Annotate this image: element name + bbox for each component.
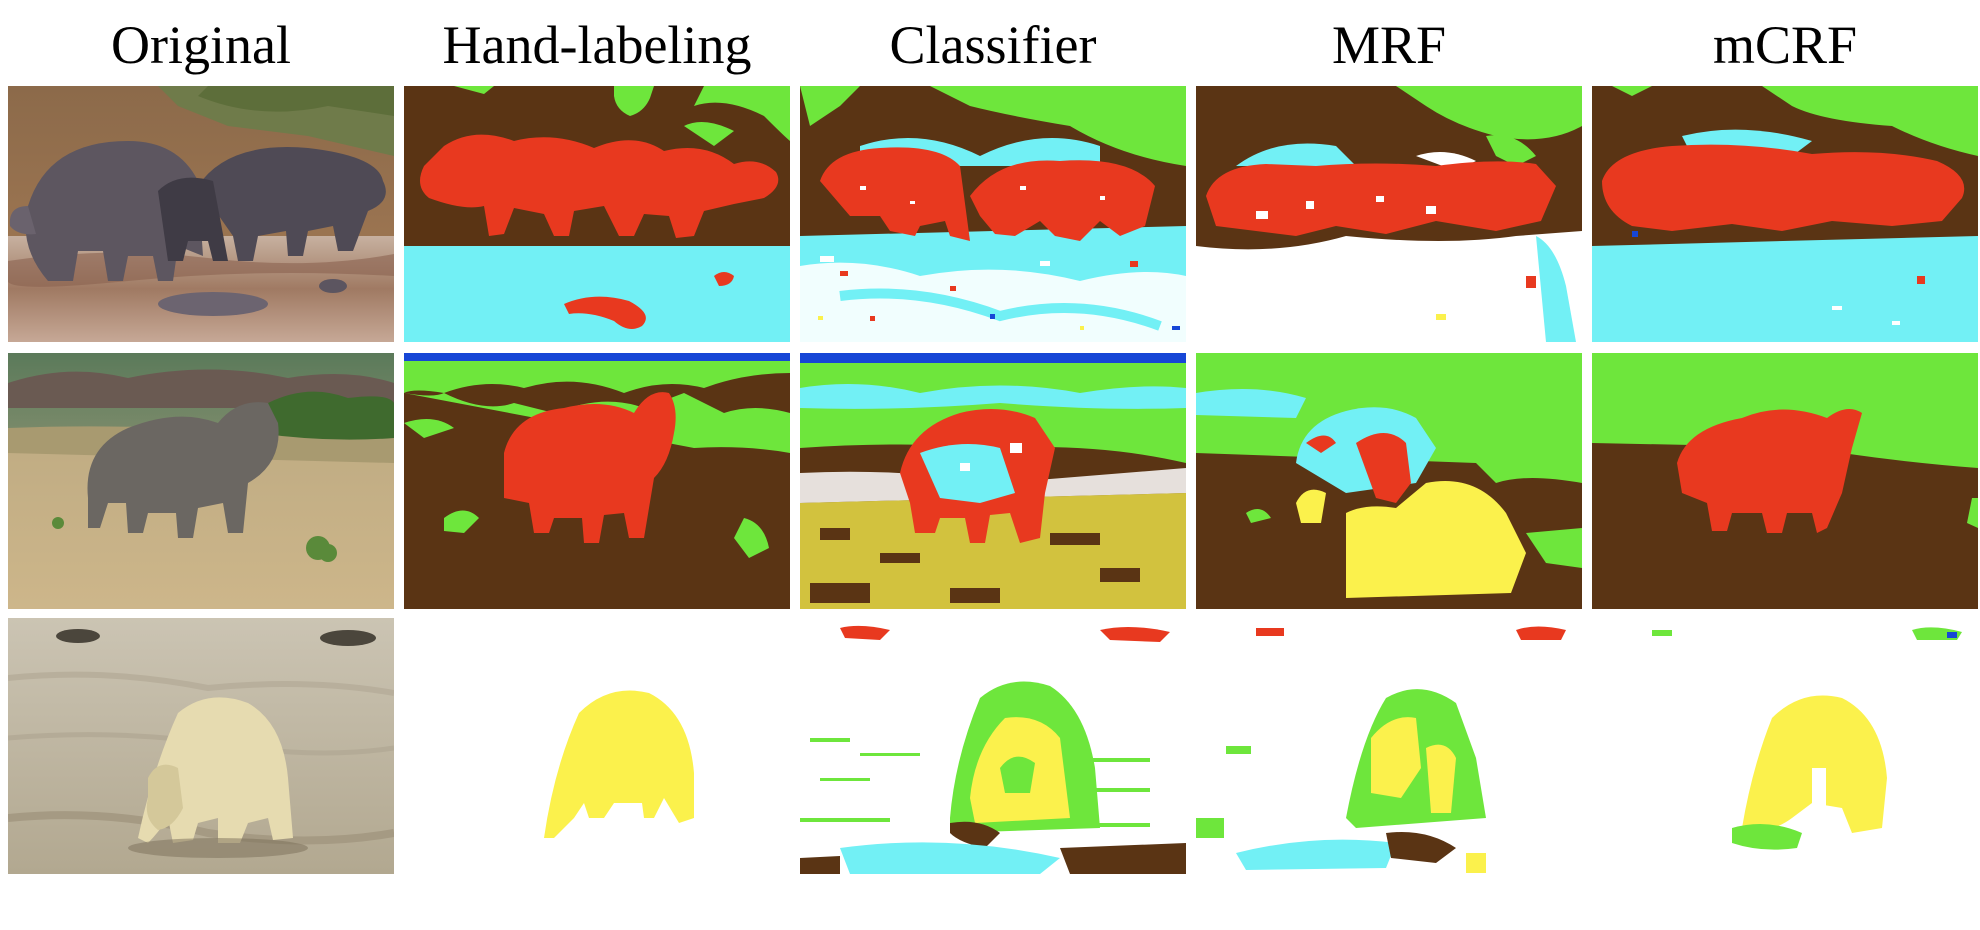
header-classifier: Classifier bbox=[889, 15, 1097, 75]
row2-mcrf bbox=[1592, 353, 1978, 609]
row3-original-photo bbox=[8, 618, 394, 874]
header-mrf: MRF bbox=[1331, 15, 1447, 75]
header-hand-labeling: Hand-labeling bbox=[442, 15, 752, 75]
row1-mcrf bbox=[1592, 86, 1978, 342]
row1-hand-labeling bbox=[404, 86, 790, 342]
row3-mcrf bbox=[1592, 618, 1978, 874]
header-original: Original bbox=[111, 15, 291, 75]
header-mcrf: mCRF bbox=[1712, 15, 1858, 75]
row1-mrf bbox=[1196, 86, 1582, 342]
row2-hand-labeling bbox=[404, 353, 790, 609]
row1-classifier bbox=[800, 86, 1186, 342]
row3-hand-labeling bbox=[404, 618, 790, 874]
row2-original-photo bbox=[8, 353, 394, 609]
row2-classifier bbox=[800, 353, 1186, 609]
row2-mrf bbox=[1196, 353, 1582, 609]
row1-original-photo bbox=[8, 86, 394, 342]
row3-mrf bbox=[1196, 618, 1582, 874]
row3-classifier bbox=[800, 618, 1186, 874]
